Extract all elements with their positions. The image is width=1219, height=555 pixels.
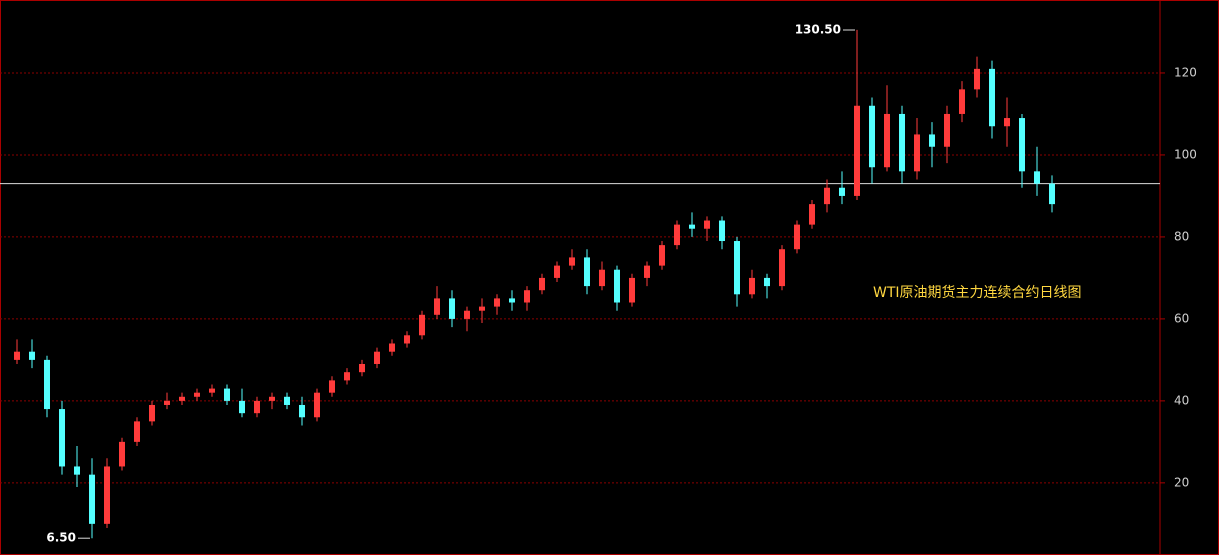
candle-body [329,380,335,393]
candle-body [254,400,260,414]
candle-body [1019,118,1025,172]
candle-body [629,277,635,303]
y-tick-label: 120 [1174,65,1197,79]
candle-body [509,298,515,303]
candle-body [974,68,980,90]
candle-body [404,335,410,344]
candle-body [479,306,485,311]
candle-body [929,134,935,147]
candle-body [554,265,560,278]
y-tick-label: 40 [1174,393,1189,407]
candle-body [374,351,380,364]
candle-body [599,269,605,287]
candle-body [794,224,800,250]
candle-body [74,466,80,475]
candle-body [14,351,20,360]
candle-body [584,257,590,287]
candle-body [269,396,275,401]
candle-body [899,113,905,172]
candle-body [299,404,305,418]
candle-body [809,204,815,225]
candle-body [749,277,755,295]
candle-body [1004,118,1010,127]
candle-body [209,388,215,393]
candle-body [779,249,785,287]
candle-body [614,269,620,303]
annotation-label: 130.50 [795,23,841,37]
candle-body [539,277,545,291]
candle-body [344,372,350,381]
y-tick-label: 80 [1174,229,1189,243]
candle-body [1034,171,1040,184]
candle-body [719,220,725,242]
candle-body [419,314,425,336]
candle-body [689,224,695,229]
candle-body [359,363,365,373]
candle-body [434,298,440,315]
candle-body [824,187,830,205]
candle-body [449,298,455,319]
candle-body [194,392,200,397]
candle-body [314,392,320,418]
y-tick-label: 100 [1174,147,1197,161]
candle-body [104,466,110,524]
candle-body [224,388,230,401]
candle-body [944,113,950,147]
candle-body [734,241,740,295]
candle-body [284,396,290,405]
candle-body [494,298,500,307]
candle-body [239,400,245,414]
y-tick-label: 20 [1174,475,1189,489]
candle-body [164,400,170,405]
candle-body [839,187,845,196]
candle-body [1049,183,1055,205]
candle-body [59,409,65,467]
candle-body [179,396,185,401]
candle-body [764,277,770,287]
candle-body [704,220,710,229]
annotation-label: 6.50 [46,531,76,545]
candle-body [644,265,650,278]
candle-body [674,224,680,246]
candle-body [389,343,395,352]
candle-body [659,245,665,266]
candle-body [149,404,155,422]
candle-body [119,441,125,467]
candle-body [524,290,530,303]
candle-body [464,310,470,319]
candle-body [29,351,35,360]
candle-body [44,359,50,410]
candle-body [134,421,140,442]
candle-body [989,68,995,127]
candle-body [914,134,920,172]
candle-body [569,257,575,266]
candle-body [854,105,860,196]
candle-body [89,474,95,524]
y-tick-label: 60 [1174,311,1189,325]
chart-title: WTI原油期货主力连续合约日线图 [873,284,1082,301]
candle-body [884,113,890,168]
candle-body [869,105,875,168]
candle-body [959,89,965,114]
